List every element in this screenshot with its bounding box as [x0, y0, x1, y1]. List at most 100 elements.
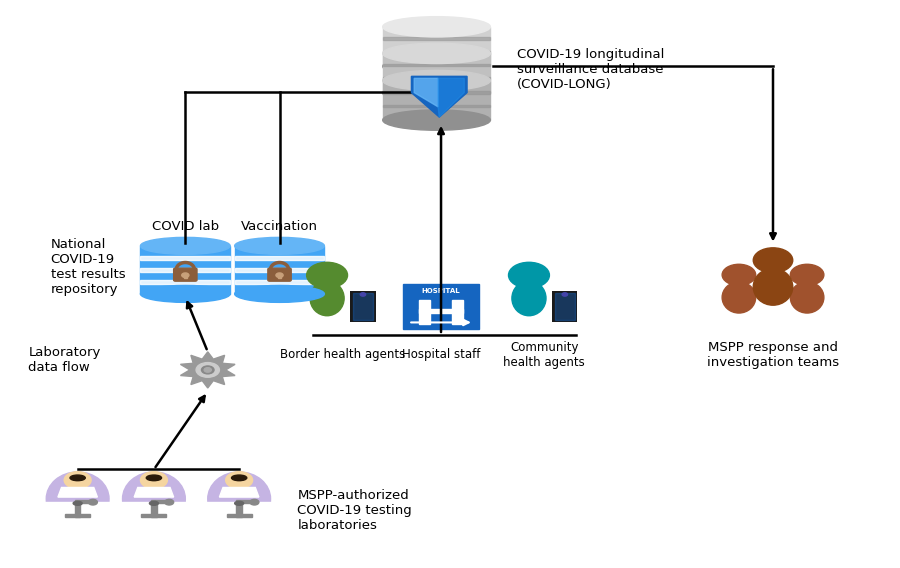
Circle shape [140, 471, 167, 488]
Bar [382, 51, 491, 53]
Circle shape [64, 471, 91, 488]
Bar [382, 77, 491, 80]
Text: National
COVID-19
test results
repository: National COVID-19 test results repositor… [50, 238, 125, 296]
Circle shape [240, 365, 280, 390]
Bar [237, 500, 255, 503]
Circle shape [165, 499, 174, 505]
Ellipse shape [790, 282, 824, 313]
Circle shape [753, 248, 793, 273]
Bar [382, 37, 491, 40]
Circle shape [182, 273, 189, 278]
Ellipse shape [382, 110, 491, 130]
Ellipse shape [382, 16, 491, 37]
Bar [141, 514, 166, 517]
Bar [140, 268, 230, 272]
Ellipse shape [231, 475, 247, 481]
Circle shape [174, 336, 242, 379]
Bar [75, 500, 93, 503]
Ellipse shape [512, 281, 546, 316]
Ellipse shape [73, 502, 82, 506]
Circle shape [276, 273, 284, 278]
Circle shape [139, 365, 178, 390]
Text: Laboratory
data flow: Laboratory data flow [28, 346, 101, 374]
Bar [184, 275, 187, 278]
Bar [151, 500, 169, 503]
Ellipse shape [140, 285, 230, 302]
Bar [118, 502, 190, 531]
Circle shape [196, 362, 220, 377]
Ellipse shape [235, 502, 244, 506]
Ellipse shape [149, 502, 158, 506]
Bar [382, 105, 491, 107]
Circle shape [790, 264, 824, 285]
Bar [555, 293, 575, 320]
Ellipse shape [382, 56, 491, 77]
Ellipse shape [753, 269, 793, 305]
Circle shape [151, 350, 202, 382]
Ellipse shape [235, 285, 324, 302]
Bar [235, 246, 324, 294]
Bar [140, 246, 230, 294]
Circle shape [217, 352, 267, 383]
Circle shape [562, 293, 568, 296]
Circle shape [226, 471, 253, 488]
FancyBboxPatch shape [403, 284, 479, 329]
Ellipse shape [122, 472, 185, 525]
Text: MSPP response and
investigation teams: MSPP response and investigation teams [706, 341, 839, 369]
Text: MSPP-authorized
COVID-19 testing
laboratories: MSPP-authorized COVID-19 testing laborat… [298, 488, 412, 532]
Bar [237, 503, 242, 517]
Bar [235, 256, 324, 260]
Bar [75, 503, 80, 517]
Ellipse shape [382, 43, 491, 64]
Bar [452, 300, 464, 324]
Text: Vaccination: Vaccination [241, 220, 318, 233]
Ellipse shape [140, 237, 230, 254]
Bar [235, 279, 324, 283]
Text: COVID-19 longitudinal
surveillance database
(COVID-LONG): COVID-19 longitudinal surveillance datab… [518, 48, 665, 91]
Circle shape [202, 366, 214, 374]
Bar [382, 81, 491, 120]
Bar [235, 268, 324, 272]
Circle shape [204, 367, 212, 372]
Text: Hospital staff: Hospital staff [401, 348, 481, 361]
Circle shape [165, 360, 215, 391]
Bar [278, 275, 282, 278]
Circle shape [250, 499, 259, 505]
Polygon shape [414, 78, 438, 107]
Bar [382, 91, 491, 94]
Circle shape [88, 499, 97, 505]
Ellipse shape [208, 472, 271, 525]
Ellipse shape [382, 70, 491, 91]
Bar [382, 53, 491, 93]
Text: COVID lab: COVID lab [152, 220, 219, 233]
Bar [227, 514, 252, 517]
Ellipse shape [235, 237, 324, 254]
Polygon shape [180, 352, 235, 388]
Bar [203, 502, 275, 531]
Polygon shape [220, 487, 259, 497]
Text: HOSPITAL: HOSPITAL [422, 288, 460, 294]
Bar [350, 291, 375, 322]
Bar [140, 279, 230, 283]
Polygon shape [438, 78, 464, 117]
Ellipse shape [382, 83, 491, 103]
Bar [145, 375, 271, 386]
Bar [353, 293, 373, 320]
Ellipse shape [310, 281, 344, 316]
Bar [418, 300, 430, 324]
Bar [65, 514, 90, 517]
Polygon shape [411, 76, 467, 117]
Polygon shape [134, 487, 174, 497]
FancyBboxPatch shape [268, 268, 292, 281]
Ellipse shape [70, 475, 86, 481]
Circle shape [199, 360, 249, 391]
Bar [382, 27, 491, 66]
Bar [553, 291, 578, 322]
Ellipse shape [722, 282, 756, 313]
Text: Border health agents: Border health agents [280, 348, 405, 361]
Polygon shape [58, 487, 97, 497]
FancyBboxPatch shape [174, 268, 197, 281]
Ellipse shape [147, 475, 161, 481]
Bar [151, 503, 157, 517]
Circle shape [360, 293, 365, 296]
